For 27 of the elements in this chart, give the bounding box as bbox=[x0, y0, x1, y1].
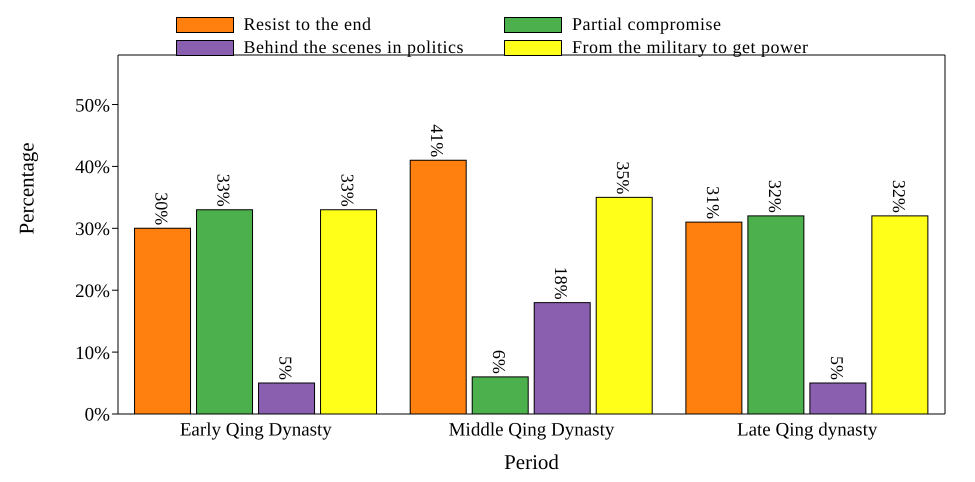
data-label: 41% bbox=[427, 124, 448, 158]
legend-label: From the military to get power bbox=[572, 37, 808, 58]
x-tick-label: Late Qing dynasty bbox=[736, 419, 878, 440]
legend-label: Behind the scenes in politics bbox=[244, 37, 464, 58]
x-tick-label: Early Qing Dynasty bbox=[180, 419, 332, 440]
data-label: 33% bbox=[214, 174, 234, 207]
data-label: 32% bbox=[888, 180, 909, 213]
y-axis-title: Percentage bbox=[14, 142, 38, 234]
data-label: 31% bbox=[702, 186, 723, 220]
legend-label: Resist to the end bbox=[244, 14, 372, 35]
data-label: 33% bbox=[338, 174, 358, 207]
data-label: 35% bbox=[613, 161, 634, 194]
data-label: 18% bbox=[551, 266, 572, 300]
x-axis-title: Period bbox=[504, 450, 560, 474]
data-label: 6% bbox=[489, 350, 510, 374]
x-tick-label: Middle Qing Dynasty bbox=[448, 419, 615, 440]
y-tick-label: 50% bbox=[75, 95, 110, 116]
data-label: 32% bbox=[764, 180, 785, 213]
y-tick-label: 40% bbox=[75, 157, 110, 178]
y-tick-label: 10% bbox=[75, 342, 110, 364]
data-label: 30% bbox=[152, 192, 172, 226]
data-label: 5% bbox=[826, 356, 847, 380]
data-label: 5% bbox=[276, 356, 296, 380]
y-tick-label: 20% bbox=[75, 280, 110, 302]
y-tick-label: 0% bbox=[84, 404, 110, 426]
y-tick-label: 30% bbox=[75, 219, 110, 240]
legend-label: Partial compromise bbox=[572, 14, 722, 35]
